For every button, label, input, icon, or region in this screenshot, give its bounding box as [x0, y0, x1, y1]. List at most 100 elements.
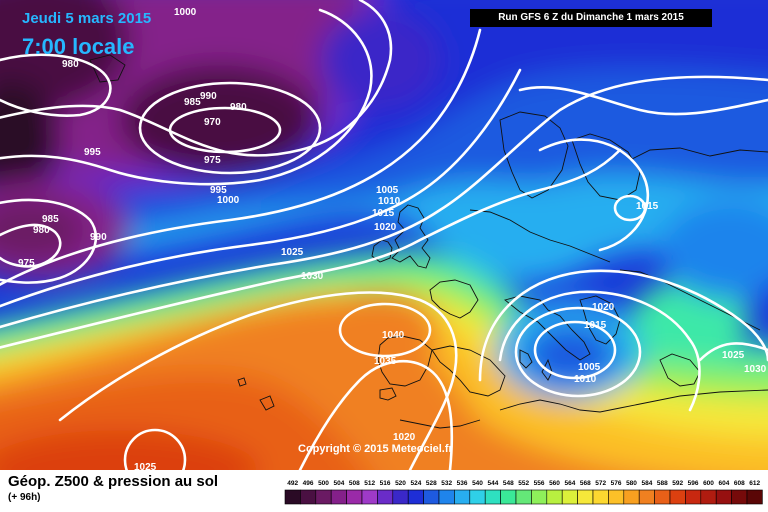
- isobar-label: 1020: [374, 222, 397, 233]
- isobar-label: 1025: [722, 350, 745, 361]
- scale-swatch: [746, 489, 763, 505]
- scale-swatch: [454, 489, 471, 505]
- isobar-label: 975: [18, 258, 35, 269]
- scale-swatch: [608, 489, 625, 505]
- scale-swatch: [361, 489, 378, 505]
- scale-swatch: [346, 489, 363, 505]
- isobar-label: 1020: [592, 302, 615, 313]
- scale-swatch: [515, 489, 532, 505]
- scale-tick-label: 500: [318, 480, 329, 487]
- scale-tick-label: 588: [657, 480, 668, 487]
- forecast-date: Jeudi 5 mars 2015: [22, 10, 152, 27]
- isobar-label: 1025: [134, 462, 157, 470]
- isobar-label: 985: [42, 214, 59, 225]
- scale-swatch: [715, 489, 732, 505]
- scale-tick-label: 520: [395, 480, 406, 487]
- color-scale: 492 496 500 504 508 512 516 520 524 528 532 536 540 5…: [284, 480, 763, 505]
- scale-tick-label: 564: [564, 480, 575, 487]
- scale-tick-label: 552: [518, 480, 529, 487]
- isobar-label: 1030: [744, 364, 767, 375]
- isobar-label: 1000: [174, 7, 197, 18]
- scale-swatch: [484, 489, 501, 505]
- scale-tick-label: 512: [364, 480, 375, 487]
- isobar-label: 990: [90, 232, 107, 243]
- scale-swatch: [685, 489, 702, 505]
- scale-tick-label: 528: [426, 480, 437, 487]
- scale-swatch: [300, 489, 317, 505]
- scale-tick-label: 612: [749, 480, 760, 487]
- scale-swatch: [438, 489, 455, 505]
- scale-tick-label: 540: [472, 480, 483, 487]
- isobar-label: 1015: [372, 208, 395, 219]
- legend-footer: Géop. Z500 & pression au sol (+ 96h) 492…: [0, 470, 768, 512]
- scale-swatch: [500, 489, 517, 505]
- geopotential-field: [0, 0, 768, 470]
- forecast-time: 7:00 locale: [22, 34, 135, 59]
- isobar-label: 975: [204, 155, 221, 166]
- isobar-label: 1010: [574, 374, 597, 385]
- scale-swatch: [423, 489, 440, 505]
- scale-swatch: [392, 489, 409, 505]
- scale-tick-label: 504: [333, 480, 344, 487]
- isobar-label: 1015: [636, 201, 659, 212]
- scale-swatch: [731, 489, 748, 505]
- scale-swatch: [669, 489, 686, 505]
- scale-tick-label: 596: [688, 480, 699, 487]
- scale-swatch: [561, 489, 578, 505]
- scale-swatch: [315, 489, 332, 505]
- scale-swatch: [546, 489, 563, 505]
- isobar-label: 1025: [281, 247, 304, 258]
- scale-tick-label: 584: [641, 480, 652, 487]
- scale-tick-label: 556: [534, 480, 545, 487]
- isobar-labels: 1000 980 985 990 980 970 995 975 995 100…: [18, 7, 767, 470]
- scale-tick-label: 580: [626, 480, 637, 487]
- isobar-label: 1040: [382, 330, 405, 341]
- scale-swatch: [330, 489, 347, 505]
- scale-tick-label: 600: [703, 480, 714, 487]
- isobar-label: 1030: [301, 271, 324, 282]
- isobar-label: 980: [62, 59, 79, 70]
- isobar-label: 1005: [376, 185, 399, 196]
- isobars: [0, 0, 768, 470]
- scale-tick-label: 560: [549, 480, 560, 487]
- scale-tick-label: 492: [287, 480, 298, 487]
- scale-tick-label: 516: [380, 480, 391, 487]
- legend-title: Géop. Z500 & pression au sol: [8, 473, 219, 490]
- weather-map: 1000 980 985 990 980 970 995 975 995 100…: [0, 0, 768, 470]
- scale-tick-label: 604: [718, 480, 729, 487]
- scale-tick-label: 496: [303, 480, 314, 487]
- scale-tick-label: 608: [734, 480, 745, 487]
- isobar-label: 1010: [378, 196, 401, 207]
- scale-swatch: [284, 489, 301, 505]
- scale-tick-label: 524: [410, 480, 421, 487]
- scale-swatch: [377, 489, 394, 505]
- scale-swatch: [638, 489, 655, 505]
- isobar-label: 985: [184, 97, 201, 108]
- forecast-range: (+ 96h): [8, 492, 41, 503]
- scale-tick-label: 532: [441, 480, 452, 487]
- isobar-label: 980: [230, 102, 247, 113]
- isobar-label: 995: [210, 185, 227, 196]
- scale-tick-label: 544: [487, 480, 498, 487]
- scale-tick-label: 592: [672, 480, 683, 487]
- copyright-text: Copyright © 2015 Meteociel.fr: [298, 443, 453, 455]
- isobar-label: 1005: [578, 362, 601, 373]
- scale-swatch: [577, 489, 594, 505]
- isobar-label: 980: [33, 225, 50, 236]
- scale-swatch: [407, 489, 424, 505]
- isobar-label: 970: [204, 117, 221, 128]
- run-info-banner: Run GFS 6 Z du Dimanche 1 mars 2015: [470, 9, 712, 27]
- scale-tick-label: 508: [349, 480, 360, 487]
- scale-tick-label: 576: [611, 480, 622, 487]
- scale-swatch: [654, 489, 671, 505]
- scale-tick-label: 536: [457, 480, 468, 487]
- coastlines: [89, 54, 768, 429]
- scale-swatch: [592, 489, 609, 505]
- scale-tick-label: 548: [503, 480, 514, 487]
- scale-tick-label: 568: [580, 480, 591, 487]
- scale-swatch: [623, 489, 640, 505]
- isobar-label: 995: [84, 147, 101, 158]
- isobar-label: 990: [200, 91, 217, 102]
- isobar-label: 1000: [217, 195, 240, 206]
